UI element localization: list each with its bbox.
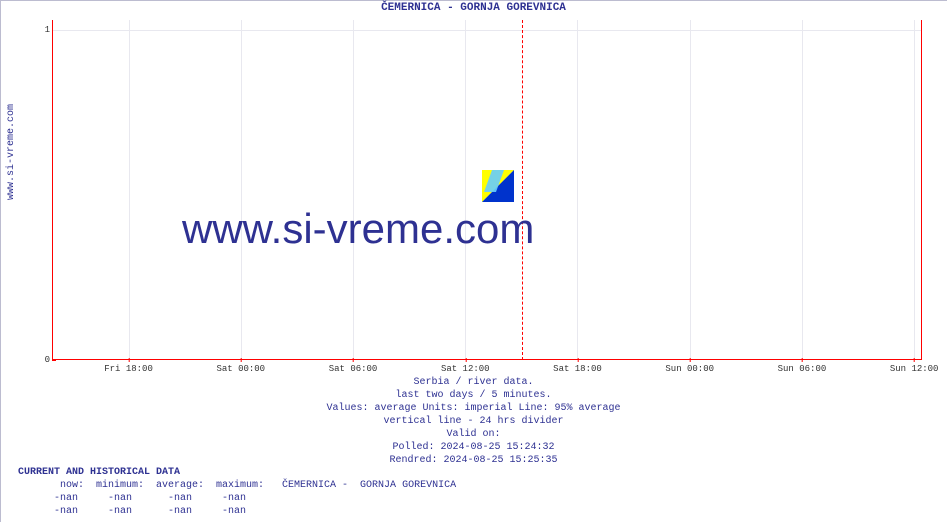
gridline bbox=[577, 20, 578, 360]
axis-left bbox=[52, 20, 53, 360]
xtick-label: Sun 12:00 bbox=[890, 364, 939, 374]
data-section: CURRENT AND HISTORICAL DATA now: minimum… bbox=[18, 466, 456, 518]
data-row: -nan -nan -nan -nan bbox=[18, 492, 456, 505]
gridline bbox=[914, 20, 915, 360]
subtitle-line: vertical line - 24 hrs divider bbox=[0, 415, 947, 428]
gridline bbox=[353, 20, 354, 360]
subtitle-line: Polled: 2024-08-25 15:24:32 bbox=[0, 441, 947, 454]
watermark-text: www.si-vreme.com bbox=[182, 205, 534, 253]
data-header-row: now: minimum: average: maximum: ČEMERNIC… bbox=[18, 479, 456, 492]
data-row: -nan -nan -nan -nan bbox=[18, 505, 456, 518]
gridline bbox=[802, 20, 803, 360]
gridline bbox=[465, 20, 466, 360]
subtitle-line: Serbia / river data. bbox=[0, 376, 947, 389]
y-ticks: 0 1 bbox=[0, 20, 50, 360]
subtitle-line: Values: average Units: imperial Line: 95… bbox=[0, 402, 947, 415]
x-ticks: Fri 18:00 Sat 00:00 Sat 06:00 Sat 12:00 … bbox=[52, 360, 922, 374]
xtick-label: Sat 06:00 bbox=[329, 364, 378, 374]
xtick-label: Fri 18:00 bbox=[104, 364, 153, 374]
ytick-label: 1 bbox=[10, 25, 50, 35]
xtick-label: Sat 18:00 bbox=[553, 364, 602, 374]
xtick-label: Sat 12:00 bbox=[441, 364, 490, 374]
watermark-icon bbox=[482, 170, 514, 202]
plot-area: www.si-vreme.com bbox=[52, 20, 922, 360]
ytick-label: 0 bbox=[10, 355, 50, 365]
gridline bbox=[52, 30, 922, 31]
xtick-label: Sat 00:00 bbox=[216, 364, 265, 374]
chart-title: ČEMERNICA - GORNJA GOREVNICA bbox=[0, 2, 947, 14]
subtitle-line: Valid on: bbox=[0, 428, 947, 441]
gridline bbox=[690, 20, 691, 360]
subtitle-line: last two days / 5 minutes. bbox=[0, 389, 947, 402]
gridline bbox=[241, 20, 242, 360]
divider-24h bbox=[522, 20, 523, 360]
xtick-label: Sun 00:00 bbox=[665, 364, 714, 374]
data-heading: CURRENT AND HISTORICAL DATA bbox=[18, 466, 456, 479]
axis-right bbox=[921, 20, 922, 360]
xtick-label: Sun 06:00 bbox=[778, 364, 827, 374]
gridline bbox=[129, 20, 130, 360]
